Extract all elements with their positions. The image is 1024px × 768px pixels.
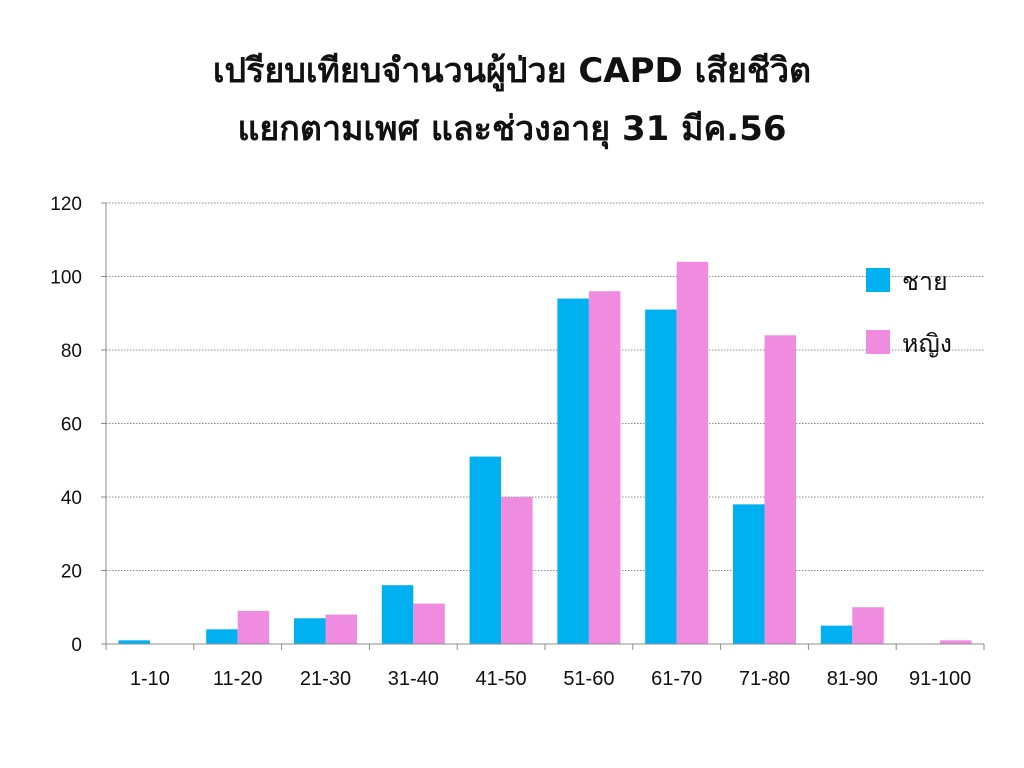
- y-tick-label: 0: [71, 635, 82, 656]
- y-tick-label: 80: [61, 341, 82, 362]
- bar: [676, 261, 709, 644]
- axes: [101, 202, 985, 650]
- x-tick-label: 91-100: [909, 668, 971, 690]
- x-tick-label: 31-40: [388, 668, 439, 690]
- legend-swatch: [866, 330, 890, 354]
- bar: [501, 497, 533, 644]
- x-tick-label: 71-80: [739, 668, 790, 690]
- bar: [764, 335, 796, 644]
- bar: [733, 504, 765, 644]
- x-tick-label: 1-10: [130, 668, 170, 690]
- bar: [294, 618, 326, 644]
- bar: [820, 625, 853, 644]
- y-tick-label: 60: [61, 415, 82, 436]
- y-tick-label: 120: [50, 194, 82, 215]
- bar: [557, 298, 589, 644]
- bar: [413, 603, 445, 644]
- x-tick-label: 21-30: [300, 668, 351, 690]
- y-tick-label: 40: [61, 488, 82, 509]
- x-tick-label: 81-90: [827, 668, 878, 690]
- bar: [469, 456, 502, 644]
- legend-swatch: [866, 268, 890, 292]
- chart-title: เปรียบเทียบจำนวนผู้ป่วย CAPD เสียชีวิต แ…: [0, 42, 1024, 158]
- chart-title-line-1: เปรียบเทียบจำนวนผู้ป่วย CAPD เสียชีวิต: [212, 51, 812, 91]
- bar: [940, 640, 972, 644]
- bar: [588, 291, 621, 644]
- bar: [381, 585, 414, 644]
- x-tick-label: 41-50: [476, 668, 527, 690]
- bar: [645, 309, 677, 644]
- y-tick-labels: 0 20 40 60 80 100 120: [50, 194, 82, 656]
- x-tick-label: 51-60: [563, 668, 614, 690]
- y-tick-label: 20: [61, 562, 82, 583]
- chart-title-line-2: แยกตามเพศ และช่วงอายุ 31 มีค.56: [237, 109, 787, 149]
- bar: [118, 640, 150, 644]
- bar: [237, 610, 270, 644]
- bars: [118, 261, 972, 644]
- legend-label: ชาย: [902, 267, 948, 296]
- legend-label: หญิง: [902, 329, 952, 358]
- x-tick-label: 61-70: [651, 668, 702, 690]
- x-tick-label: 11-20: [213, 668, 263, 690]
- grid-lines: [106, 202, 984, 571]
- y-tick-label: 100: [50, 268, 82, 289]
- x-tick-labels: 1-10 11-20 21-30 31-40 41-50 51-60 61-70 71-80 8…: [130, 668, 971, 690]
- bar: [325, 614, 357, 644]
- bar: [852, 607, 884, 644]
- bar: [206, 629, 238, 644]
